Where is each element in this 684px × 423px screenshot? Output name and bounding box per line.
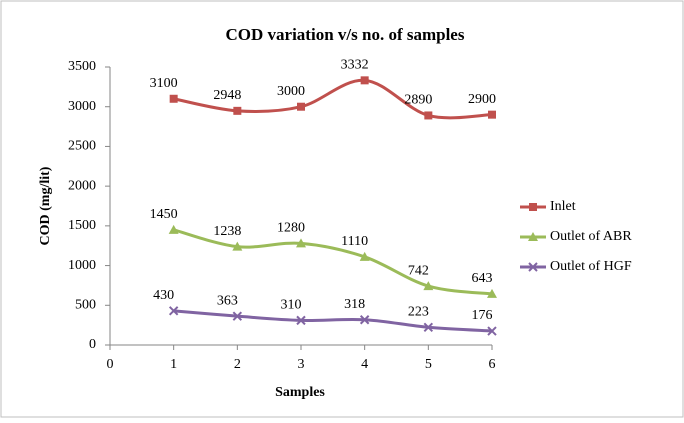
data-label: 2948 bbox=[213, 88, 241, 103]
data-label: 742 bbox=[408, 263, 429, 278]
data-label: 2890 bbox=[404, 93, 432, 108]
data-label: 1450 bbox=[150, 207, 178, 222]
y-axis-title: COD (mg/lit) bbox=[38, 166, 53, 245]
data-label: 430 bbox=[153, 288, 174, 303]
y-tick-label: 1500 bbox=[68, 218, 96, 233]
data-label: 643 bbox=[472, 271, 493, 286]
y-tick-label: 2500 bbox=[68, 139, 96, 154]
marker bbox=[169, 94, 178, 103]
y-tick-label: 500 bbox=[75, 298, 96, 313]
legend-marker bbox=[528, 232, 538, 241]
marker bbox=[296, 315, 306, 326]
marker bbox=[232, 311, 243, 321]
data-label: 310 bbox=[281, 298, 302, 313]
data-label: 223 bbox=[408, 305, 429, 320]
marker bbox=[233, 106, 242, 115]
legend-label: Inlet bbox=[550, 199, 576, 214]
x-tick-label: 2 bbox=[234, 357, 241, 372]
x-tick-label: 5 bbox=[425, 357, 432, 372]
marker bbox=[296, 238, 306, 248]
marker bbox=[297, 102, 305, 111]
data-label: 318 bbox=[344, 297, 365, 312]
marker bbox=[359, 315, 370, 325]
y-tick-label: 3000 bbox=[68, 99, 96, 114]
data-label: 1110 bbox=[341, 234, 368, 249]
legend-marker bbox=[529, 203, 537, 211]
series-line bbox=[173, 228, 493, 296]
y-tick-label: 1000 bbox=[68, 258, 96, 273]
data-label: 3332 bbox=[341, 58, 369, 73]
data-label: 1238 bbox=[213, 224, 241, 239]
marker bbox=[423, 322, 434, 332]
x-tick-label: 0 bbox=[107, 357, 114, 372]
data-label: 2900 bbox=[468, 92, 496, 107]
data-label: 3000 bbox=[277, 84, 305, 99]
marker bbox=[232, 241, 243, 251]
x-tick-label: 6 bbox=[489, 357, 496, 372]
y-tick-label: 0 bbox=[89, 337, 96, 352]
marker bbox=[360, 76, 369, 85]
x-axis-title: Samples bbox=[275, 385, 325, 400]
series-line bbox=[173, 78, 493, 120]
data-label: 363 bbox=[217, 293, 238, 308]
y-tick-label: 3500 bbox=[68, 59, 96, 74]
marker bbox=[424, 111, 433, 120]
legend-label: Outlet of HGF bbox=[550, 259, 632, 274]
y-tick-label: 2000 bbox=[68, 178, 96, 193]
marker bbox=[168, 224, 179, 234]
marker bbox=[487, 288, 497, 298]
x-tick-label: 1 bbox=[170, 357, 177, 372]
marker bbox=[423, 281, 434, 291]
x-tick-label: 4 bbox=[361, 357, 368, 372]
marker bbox=[488, 110, 496, 119]
data-label: 3100 bbox=[150, 76, 178, 91]
marker bbox=[487, 326, 497, 336]
legend-label: Outlet of ABR bbox=[550, 229, 632, 244]
marker bbox=[359, 251, 370, 261]
data-label: 176 bbox=[472, 308, 493, 323]
chart-title: COD variation v/s no. of samples bbox=[226, 25, 465, 44]
marker bbox=[168, 306, 179, 316]
x-tick-label: 3 bbox=[298, 357, 305, 372]
data-label: 1280 bbox=[277, 221, 305, 236]
series-line bbox=[173, 309, 493, 333]
legend-marker bbox=[528, 262, 538, 272]
